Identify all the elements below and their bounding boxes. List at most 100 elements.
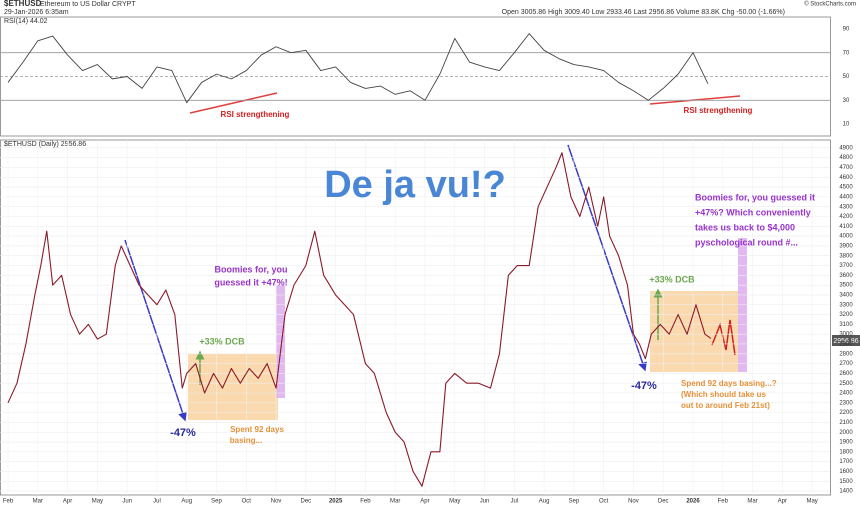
headline: De ja vu!?: [324, 164, 506, 206]
annotation: out to around Feb 21st): [681, 401, 770, 410]
y-tick-label: 2600: [839, 371, 853, 377]
price-title: $ETHUSD (Daily) 2956.86: [4, 141, 86, 148]
x-tick-label: 2026: [686, 499, 700, 505]
annotation: Boomies for, you guessed it: [695, 192, 815, 202]
x-tick-label: Dec: [658, 499, 669, 505]
y-tick-label: 70: [843, 50, 850, 56]
y-tick-label: 3700: [839, 263, 853, 269]
x-tick-label: Oct: [242, 499, 252, 505]
y-tick-label: 2300: [839, 400, 853, 406]
y-tick-label: 3100: [839, 322, 853, 328]
annotation: -47%: [170, 427, 196, 439]
series-line: [7, 152, 712, 487]
y-tick-label: 4000: [839, 234, 853, 240]
last-tag: [832, 335, 860, 346]
rsi-trendline: [189, 92, 278, 114]
x-tick-label: May: [449, 499, 460, 505]
date: 29-Jan-2026 6:35am: [4, 9, 69, 16]
annotation: +33% DCB: [649, 274, 695, 284]
x-tick-label: Jul: [510, 499, 518, 505]
annotation: Spent 92 days: [230, 425, 284, 434]
x-tick-label: Feb: [360, 499, 371, 505]
symbol-name: Ethereum to US Dollar: [40, 1, 111, 8]
x-tick-label: Jul: [153, 499, 161, 505]
y-tick-label: 4900: [839, 145, 853, 151]
annotation: guessed it +47%!: [214, 277, 287, 287]
annotation: (Which should take us: [681, 390, 766, 399]
y-tick-label: 1500: [839, 479, 853, 485]
x-tick-label: Apr: [778, 499, 787, 505]
projection: [711, 319, 736, 356]
credit: © StockCharts.com: [804, 1, 856, 8]
y-tick-label: 4400: [839, 194, 853, 200]
x-tick-label: Mar: [390, 499, 400, 505]
x-tick-label: Mar: [33, 499, 43, 505]
x-tick-label: Oct: [599, 499, 609, 505]
price-frame: [0, 139, 831, 496]
x-tick-label: Apr: [420, 499, 429, 505]
annotation: RSI strengthening: [684, 106, 753, 115]
y-tick-label: 2500: [839, 381, 853, 387]
y-tick-label: 3400: [839, 293, 853, 299]
x-tick-label: May: [92, 499, 103, 505]
y-tick-label: 3500: [839, 283, 853, 289]
y-tick-label: 1900: [839, 440, 853, 446]
y-tick-label: 4100: [839, 224, 853, 230]
x-tick-label: Sep: [211, 499, 222, 505]
y-tick-label: 3900: [839, 243, 853, 249]
y-tick-label: 2800: [839, 351, 853, 357]
bounce-box: [276, 285, 285, 398]
annotation: +33% DCB: [199, 336, 245, 346]
x-tick-label: Aug: [181, 499, 192, 505]
y-tick-label: 2700: [839, 361, 853, 367]
series-line: [7, 33, 709, 104]
basing-box: [188, 354, 278, 420]
y-tick-label: 2900: [839, 342, 853, 348]
y-tick-label: 1400: [839, 489, 853, 495]
y-tick-label: 4500: [839, 185, 853, 191]
annotation: +47%? Which conveniently: [695, 207, 811, 217]
x-tick-label: Jun: [122, 499, 132, 505]
y-tick-label: 3200: [839, 312, 853, 318]
y-tick-label: 1700: [839, 459, 853, 465]
rsi-title: RSI(14) 44.02: [4, 18, 48, 25]
annotation: Spend 92 days basing...?: [681, 379, 777, 388]
x-tick-label: Sep: [569, 499, 580, 505]
annotation: -47%: [631, 380, 657, 392]
y-tick-label: 1800: [839, 449, 853, 455]
y-tick-label: 2000: [839, 430, 853, 436]
y-tick-label: 2200: [839, 410, 853, 416]
annotation: basing...: [230, 436, 262, 445]
y-tick-label: 3300: [839, 302, 853, 308]
exchange: CRYPT: [112, 1, 136, 8]
y-tick-label: 4700: [839, 165, 853, 171]
annotation: RSI strengthening: [221, 110, 290, 119]
annotation: pyschological round #...: [695, 237, 798, 247]
quote: Open 3005.86 High 3009.40 Low 2933.46 La…: [502, 9, 785, 16]
y-tick-label: 2400: [839, 391, 853, 397]
x-tick-label: May: [806, 499, 817, 505]
x-tick-label: Nov: [271, 499, 282, 505]
y-tick-label: 1600: [839, 469, 853, 475]
x-tick-label: 2025: [329, 499, 343, 505]
x-tick-label: Apr: [63, 499, 72, 505]
last-tag-label: 2956.86: [833, 338, 858, 345]
x-tick-label: Dec: [301, 499, 312, 505]
y-tick-label: 3600: [839, 273, 853, 279]
y-tick-label: 4200: [839, 214, 853, 220]
y-tick-label: 50: [843, 74, 850, 80]
x-tick-label: Jun: [480, 499, 490, 505]
y-tick-label: 3800: [839, 253, 853, 259]
y-tick-label: 30: [843, 98, 850, 104]
x-tick-label: Aug: [539, 499, 550, 505]
annotation: Boomies for, you: [214, 264, 287, 274]
annotation: takes us back to $4,000: [695, 222, 795, 232]
x-tick-label: Feb: [3, 499, 14, 505]
y-tick-label: 2100: [839, 420, 853, 426]
x-tick-label: Mar: [747, 499, 757, 505]
y-tick-label: 90: [843, 26, 850, 32]
x-tick-label: Feb: [718, 499, 729, 505]
y-tick-label: 4600: [839, 175, 853, 181]
y-tick-label: 4300: [839, 204, 853, 210]
